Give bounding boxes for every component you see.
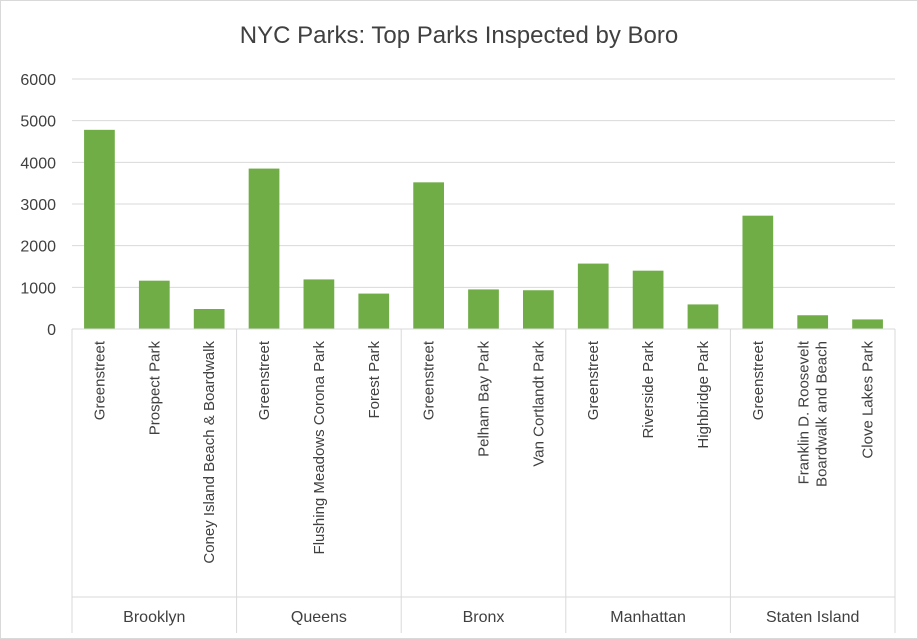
y-tick-label: 2000	[20, 239, 56, 256]
category-label-line: Pelham Bay Park	[476, 341, 493, 457]
category-label: Greenstreet	[585, 340, 602, 420]
category-label-line: Prospect Park	[146, 341, 163, 436]
category-label-line: Flushing Meadows Corona Park	[311, 341, 328, 555]
category-label-line: Van Cortlandt Park	[530, 341, 547, 467]
y-tick-label: 1000	[20, 280, 56, 297]
category-label-line: Clove Lakes Park	[860, 341, 877, 459]
bar	[358, 293, 390, 329]
category-label: Greenstreet	[750, 340, 767, 420]
bar	[248, 168, 280, 329]
bar	[84, 129, 115, 329]
category-label-line: Highbridge Park	[695, 341, 712, 449]
bar	[413, 182, 444, 329]
bar	[468, 289, 499, 329]
category-label: Van Cortlandt Park	[530, 341, 547, 467]
category-label: Forest Park	[366, 341, 383, 419]
bar	[632, 270, 664, 329]
bar	[523, 290, 554, 329]
category-label-line: Forest Park	[366, 341, 383, 419]
category-label: Highbridge Park	[695, 341, 712, 449]
category-label-line: Greenstreet	[256, 340, 273, 420]
category-label: Greenstreet	[91, 340, 108, 420]
group-label: Staten Island	[766, 609, 859, 626]
category-label-line: Coney Island Beach & Boardwalk	[201, 341, 218, 564]
category-label: Greenstreet	[256, 340, 273, 420]
y-tick-label: 6000	[20, 72, 56, 89]
category-label-line: Greenstreet	[421, 340, 438, 420]
category-label-line: Riverside Park	[640, 341, 657, 439]
category-label: Pelham Bay Park	[476, 341, 493, 457]
y-tick-label: 0	[47, 322, 56, 339]
category-label: Greenstreet	[421, 340, 438, 420]
chart-title: NYC Parks: Top Parks Inspected by Boro	[239, 22, 679, 49]
bar	[852, 319, 883, 329]
category-label-line: Boardwalk and Beach	[814, 341, 831, 487]
bar	[797, 315, 829, 329]
bar	[138, 280, 170, 329]
bar	[577, 263, 609, 329]
category-label-line: Greenstreet	[91, 340, 108, 420]
group-label: Brooklyn	[123, 609, 185, 626]
bar	[193, 309, 225, 329]
bar	[742, 215, 774, 329]
y-tick-label: 4000	[20, 155, 56, 172]
bar	[687, 304, 719, 329]
category-label: Flushing Meadows Corona Park	[311, 341, 328, 555]
category-label-line: Greenstreet	[750, 340, 767, 420]
group-label: Queens	[291, 609, 347, 626]
category-label-line: Franklin D. Roosevelt	[796, 340, 813, 484]
category-label: Coney Island Beach & Boardwalk	[201, 341, 218, 564]
category-label: Riverside Park	[640, 341, 657, 439]
category-label: Prospect Park	[146, 341, 163, 436]
category-label-line: Greenstreet	[585, 340, 602, 420]
category-label: Clove Lakes Park	[860, 341, 877, 459]
group-label: Bronx	[463, 609, 505, 626]
y-tick-label: 5000	[20, 114, 56, 131]
bar	[303, 279, 335, 329]
group-label: Manhattan	[610, 609, 686, 626]
y-tick-label: 3000	[20, 197, 56, 214]
category-label: Franklin D. RooseveltBoardwalk and Beach	[796, 340, 831, 487]
